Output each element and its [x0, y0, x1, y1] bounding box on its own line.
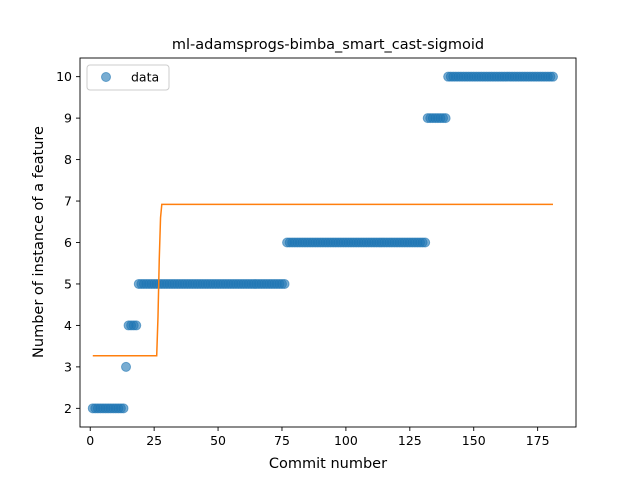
x-tick-label: 75 [274, 433, 290, 448]
y-tick-label: 10 [56, 69, 72, 84]
plot-area [87, 71, 558, 414]
y-tick-label: 4 [64, 318, 72, 333]
legend-box [86, 64, 170, 91]
data-point [118, 403, 129, 414]
y-tick-label: 9 [64, 111, 72, 126]
legend: data [86, 64, 170, 91]
data-point [547, 71, 558, 82]
y-tick-label: 5 [64, 276, 72, 291]
x-tick-label: 50 [210, 433, 226, 448]
x-tick-label: 150 [462, 433, 486, 448]
x-tick-label: 125 [398, 433, 422, 448]
x-tick-label: 100 [334, 433, 358, 448]
data-point [279, 278, 290, 289]
y-tick-label: 6 [64, 235, 72, 250]
data-point [420, 237, 431, 248]
y-axis-label: Number of instance of a feature [31, 126, 47, 358]
y-tick-label: 3 [64, 359, 72, 374]
data-point [131, 320, 142, 331]
x-axis: 0 25 50 75 100 125 150 175 [86, 427, 550, 448]
x-axis-label: Commit number [269, 456, 387, 472]
fit-line [92, 203, 553, 357]
y-axis: 2 3 4 5 6 7 8 9 10 [56, 69, 80, 416]
x-tick-label: 25 [146, 433, 162, 448]
data-point [121, 361, 132, 372]
chart-title: ml-adamsprogs-bimba_smart_cast-sigmoid [172, 37, 484, 53]
legend-marker-data [101, 72, 111, 82]
y-tick-label: 2 [64, 401, 72, 416]
legend-label-data: data [131, 70, 159, 85]
y-tick-label: 8 [64, 152, 72, 167]
y-tick-label: 7 [64, 194, 72, 209]
x-tick-label: 175 [526, 433, 550, 448]
data-point [440, 113, 451, 124]
x-tick-label: 0 [86, 433, 94, 448]
